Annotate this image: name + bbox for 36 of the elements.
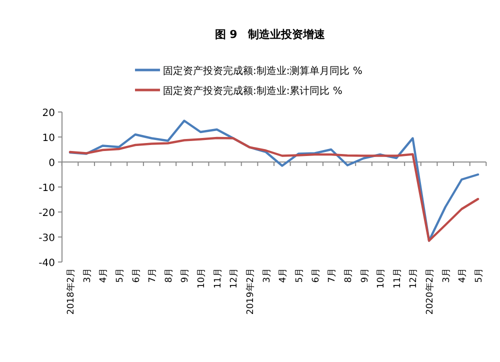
x-tick-label: 6月: [132, 268, 142, 283]
x-tick-label: 11月: [392, 268, 403, 288]
x-tick-label: 4月: [99, 268, 110, 283]
x-tick-label: 5月: [474, 268, 484, 283]
x-tick-label: 4月: [278, 268, 289, 283]
x-tick-label: 12月: [230, 268, 240, 288]
y-tick-label: -40: [38, 258, 55, 269]
x-tick-label: 7月: [148, 268, 158, 283]
x-tick-label: 2020年2月: [424, 268, 436, 315]
x-tick-label: 2018年2月: [66, 268, 76, 315]
y-tick-label: -20: [38, 208, 55, 219]
x-tick-label: 3月: [262, 268, 272, 283]
x-tick-label: 2019年2月: [245, 268, 256, 315]
x-tick-label: 6月: [311, 268, 322, 283]
y-tick-label: -30: [38, 233, 55, 244]
x-tick-label: 9月: [360, 268, 370, 283]
x-tick-label: 10月: [376, 268, 387, 288]
x-tick-label: 7月: [328, 268, 338, 283]
x-tick-label: 11月: [213, 268, 224, 288]
x-tick-label: 3月: [82, 268, 93, 283]
y-tick-label: 20: [42, 108, 55, 119]
x-tick-label: 8月: [344, 268, 354, 283]
x-tick-label: 8月: [164, 268, 174, 283]
y-tick-label: -10: [38, 183, 55, 194]
x-tick-label: 3月: [442, 268, 452, 283]
x-tick-label: 9月: [180, 268, 191, 283]
legend-label: 固定资产投资完成额:制造业:累计同比 %: [163, 85, 342, 97]
legend-label: 固定资产投资完成额:制造业:测算单月同比 %: [163, 65, 362, 77]
x-tick-label: 12月: [409, 268, 420, 288]
x-tick-label: 4月: [458, 268, 468, 283]
x-tick-label: 5月: [115, 268, 126, 283]
x-tick-label: 5月: [294, 268, 305, 283]
y-tick-label: 0: [48, 158, 55, 169]
x-tick-label: 10月: [197, 268, 208, 288]
chart-title: 图 9 制造业投资增速: [214, 28, 326, 41]
y-tick-label: 10: [42, 133, 55, 144]
